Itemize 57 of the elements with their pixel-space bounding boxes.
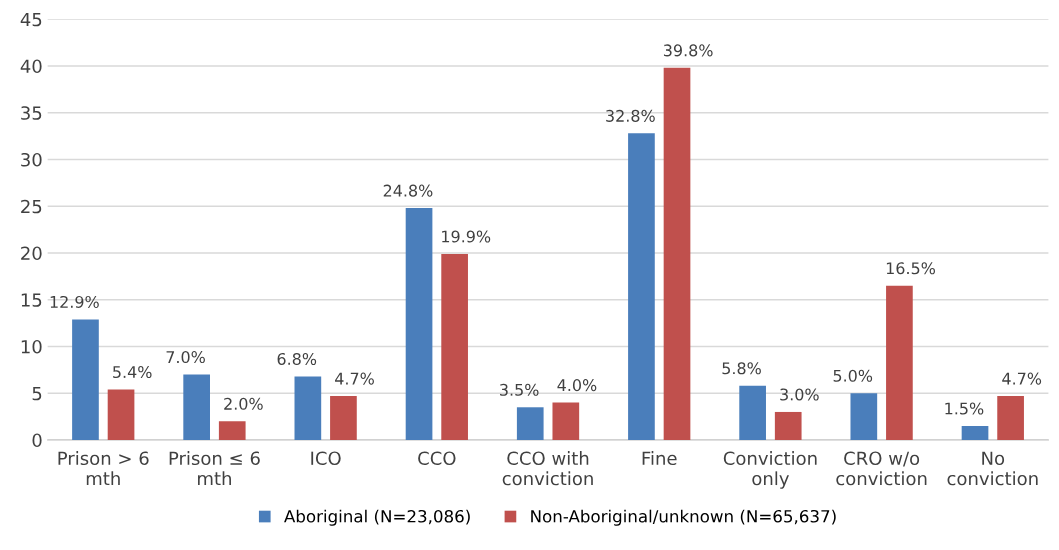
- data-label: 16.5%: [886, 262, 936, 275]
- data-label: 5.0%: [833, 369, 873, 382]
- bar: [405, 208, 433, 440]
- y-tick-label: 25: [21, 199, 42, 214]
- y-tick-label: 15: [21, 293, 42, 307]
- bar: [886, 285, 913, 440]
- bar: [294, 376, 322, 440]
- bar: [552, 402, 580, 440]
- data-label: 39.8%: [663, 44, 713, 57]
- data-label: 4.0%: [557, 379, 597, 392]
- data-label: 4.7%: [335, 372, 374, 385]
- y-tick-label: 5: [32, 386, 42, 401]
- bar: [183, 374, 210, 440]
- x-tick-label: Conviction only: [723, 451, 817, 489]
- bar: [516, 407, 544, 440]
- x-tick-label: Prison > 6 mth: [58, 451, 149, 486]
- y-tick-label: 40: [20, 59, 42, 74]
- x-tick-label: No conviction: [947, 451, 1038, 486]
- bar: [72, 319, 99, 440]
- data-label: 32.8%: [606, 109, 655, 122]
- bar: [663, 67, 691, 440]
- data-label: 6.8%: [277, 352, 317, 365]
- data-label: 4.7%: [1002, 372, 1042, 385]
- data-label: 3.5%: [500, 383, 539, 396]
- data-label: 5.4%: [113, 366, 152, 379]
- data-label: 2.0%: [224, 397, 263, 410]
- x-tick-label: Prison ≤ 6 mth: [169, 451, 260, 486]
- bar: [107, 389, 135, 440]
- bar: [739, 385, 766, 440]
- bar: [218, 421, 246, 440]
- legend-label: Aboriginal (N=23,086): [284, 509, 470, 526]
- data-label: 1.5%: [945, 402, 984, 415]
- bar: [628, 133, 655, 440]
- y-tick-label: 35: [21, 106, 42, 120]
- bar: [330, 396, 357, 440]
- data-label: 12.9%: [50, 295, 99, 308]
- x-tick-label: CRO w/o conviction: [836, 451, 927, 486]
- y-tick-label: 0: [32, 433, 42, 448]
- x-tick-label: Fine: [642, 451, 677, 466]
- bar: [850, 393, 878, 440]
- y-tick-label: 10: [21, 339, 42, 354]
- data-label: 24.8%: [383, 184, 433, 197]
- data-label: 5.8%: [722, 362, 761, 375]
- x-tick-label: CCO with conviction: [502, 451, 593, 486]
- legend-label: Non-Aboriginal/unknown (N=65,637): [531, 509, 836, 526]
- bar: [961, 425, 989, 440]
- x-tick-label: CCO: [418, 451, 456, 466]
- data-label: 19.9%: [442, 230, 491, 243]
- y-tick-label: 30: [21, 152, 42, 167]
- y-tick-label: 20: [21, 246, 42, 261]
- data-label: 3.0%: [780, 388, 819, 401]
- y-tick-label: 45: [20, 12, 42, 27]
- bar: [441, 253, 468, 440]
- bar: [774, 411, 802, 440]
- bar: [997, 396, 1024, 440]
- x-tick-label: ICO: [311, 451, 341, 466]
- data-label: 7.0%: [166, 351, 205, 364]
